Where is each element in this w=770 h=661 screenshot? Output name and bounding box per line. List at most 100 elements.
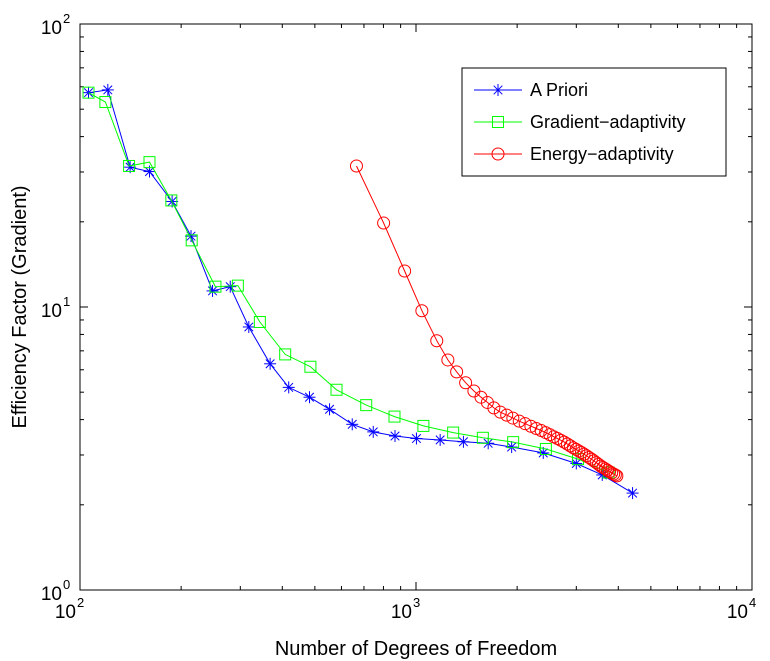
legend-item: A Priori	[474, 80, 588, 100]
data-point	[539, 442, 552, 455]
x-tick-label-exponent: 2	[77, 595, 84, 610]
data-point	[323, 403, 336, 416]
legend-label: Energy−adaptivity	[530, 144, 674, 164]
x-tick-label-exponent: 3	[413, 595, 420, 610]
y-tick-label-exponent: 1	[63, 294, 70, 309]
data-point	[587, 454, 601, 468]
asterisk-stroke	[506, 442, 517, 452]
data-point	[550, 432, 564, 446]
legend-label: A Priori	[530, 80, 588, 100]
data-point	[346, 418, 359, 431]
axis-labels: Number of Degrees of Freedom Efficiency …	[9, 185, 557, 660]
data-point	[459, 376, 473, 390]
asterisk-stroke	[225, 282, 235, 292]
data-point	[279, 348, 292, 361]
data-point	[507, 436, 520, 449]
data-point	[570, 457, 583, 470]
data-point	[264, 357, 277, 370]
data-point	[592, 457, 606, 471]
data-point	[589, 456, 603, 470]
data-point	[282, 381, 295, 394]
data-point	[441, 353, 455, 367]
data-point	[185, 230, 198, 243]
data-point	[377, 216, 391, 230]
data-point	[607, 467, 621, 481]
data-point	[99, 96, 112, 109]
asterisk-stroke	[186, 231, 196, 241]
data-point	[388, 410, 401, 423]
asterisk-stroke	[597, 470, 607, 480]
y-tick-label: 10	[41, 584, 62, 605]
data-point	[398, 264, 412, 278]
data-point	[450, 365, 464, 379]
data-point	[143, 156, 156, 169]
data-point	[206, 284, 219, 297]
data-point	[430, 334, 444, 348]
data-point	[487, 401, 501, 415]
data-point	[500, 408, 514, 422]
legend-label: Gradient−adaptivity	[530, 112, 686, 132]
data-point	[417, 419, 430, 432]
data-point	[447, 426, 460, 439]
asterisk-stroke	[83, 88, 94, 98]
data-point	[123, 159, 136, 172]
asterisk-stroke	[368, 427, 378, 437]
x-tick-label: 10	[55, 602, 76, 623]
data-point	[506, 411, 520, 425]
series-line	[88, 92, 609, 474]
asterisk-stroke	[144, 166, 155, 177]
data-point	[410, 432, 423, 445]
data-point	[512, 414, 526, 428]
asterisk-stroke	[265, 359, 275, 369]
asterisk-stroke	[435, 435, 445, 445]
asterisk-stroke	[538, 448, 548, 458]
data-point	[582, 450, 596, 464]
y-axis-label: Efficiency Factor (Gradient)	[9, 185, 31, 428]
data-point	[303, 391, 316, 404]
legend-marker	[492, 116, 504, 128]
legend-marker	[491, 147, 505, 161]
legend-item: Gradient−adaptivity	[474, 112, 686, 132]
asterisk-stroke	[324, 404, 335, 414]
x-tick-label-exponent: 4	[749, 595, 756, 610]
x-axis-label: Number of Degrees of Freedom	[275, 638, 557, 660]
asterisk-stroke	[458, 437, 469, 447]
data-point	[242, 320, 255, 333]
asterisk-stroke	[390, 431, 400, 441]
asterisk-stroke	[571, 458, 581, 469]
data-point	[626, 487, 639, 500]
data-point	[231, 279, 244, 292]
axis-ticks: 10 2 10 3 10 410 010 110 2	[41, 11, 756, 623]
legend-marker	[492, 84, 504, 96]
series-0	[82, 83, 639, 500]
data-point	[209, 280, 222, 293]
asterisk-stroke	[347, 419, 357, 429]
data-point	[389, 430, 402, 443]
data-point	[518, 417, 532, 431]
y-tick-label: 10	[41, 301, 62, 322]
data-point	[457, 435, 470, 448]
data-point	[82, 86, 95, 99]
data-point	[493, 405, 507, 419]
y-tick-label-exponent: 0	[63, 577, 70, 592]
asterisk-stroke	[103, 85, 113, 95]
series-line	[356, 165, 618, 477]
asterisk-stroke	[207, 286, 218, 296]
data-point	[349, 159, 363, 173]
data-point	[304, 360, 317, 373]
data-point	[253, 316, 266, 329]
data-point	[608, 468, 622, 482]
data-point	[185, 234, 198, 247]
series-2	[349, 159, 624, 483]
legend: A Priori Gradient−adaptivity Energy−adapti…	[461, 67, 727, 177]
data-point	[165, 194, 178, 207]
series-1	[82, 86, 615, 479]
data-point	[360, 399, 373, 412]
x-tick-label: 10	[391, 602, 412, 623]
y-tick-label: 10	[41, 18, 62, 39]
data-point	[600, 463, 614, 477]
data-point	[610, 469, 624, 483]
asterisk-stroke	[125, 162, 135, 172]
